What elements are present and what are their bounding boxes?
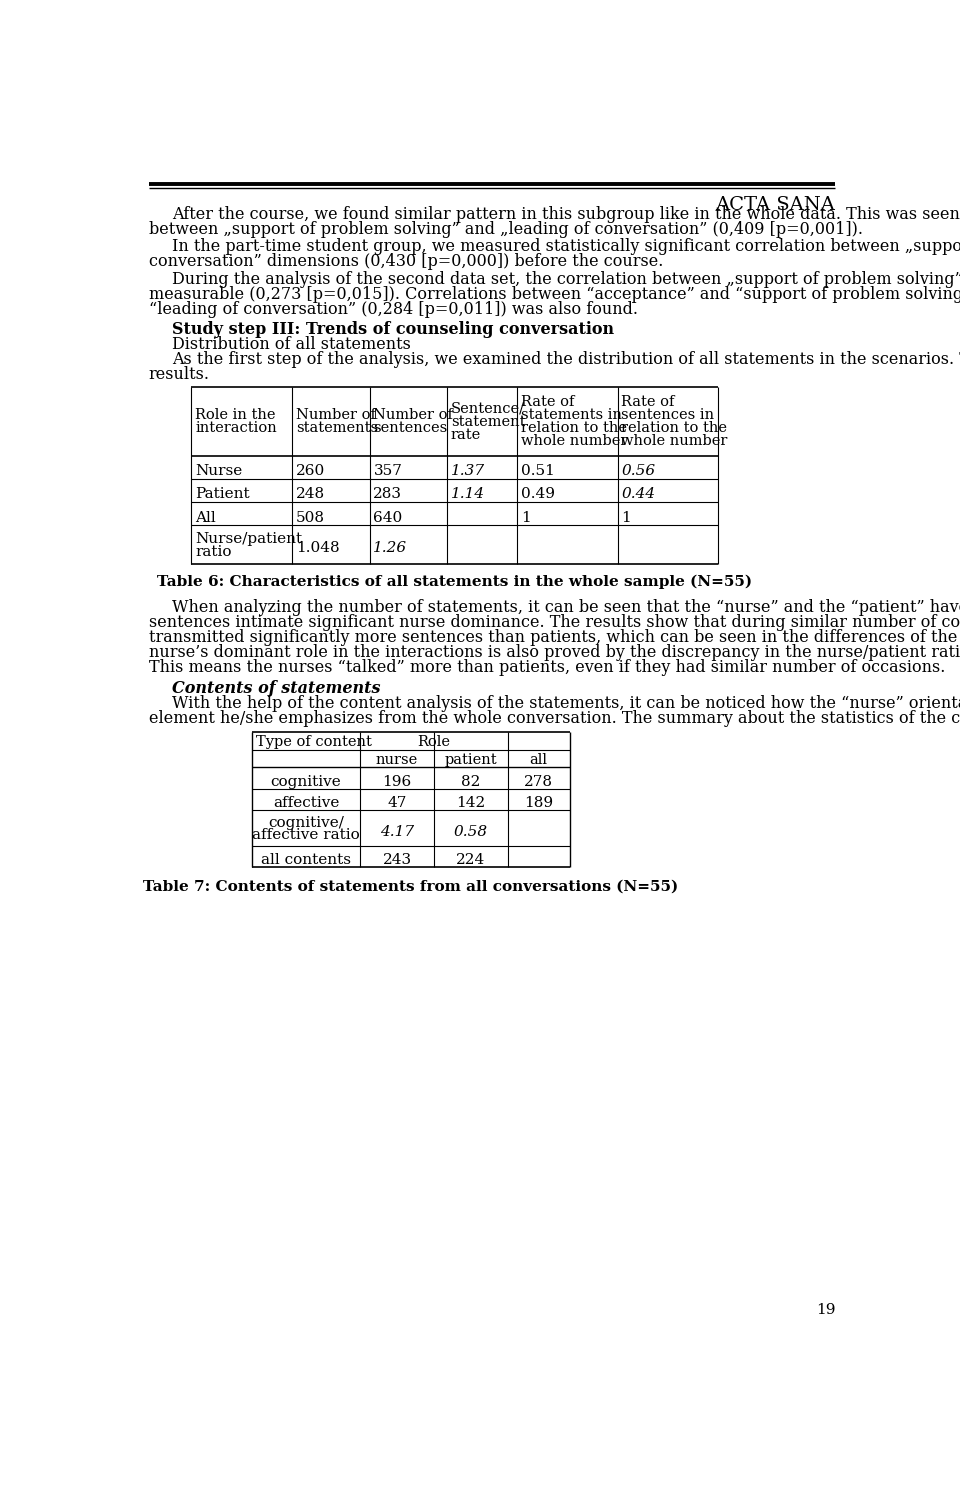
Text: 0.44: 0.44 bbox=[621, 487, 656, 502]
Text: 1.37: 1.37 bbox=[451, 464, 485, 478]
Text: Number of: Number of bbox=[296, 408, 375, 423]
Text: 196: 196 bbox=[382, 775, 412, 788]
Text: affective: affective bbox=[273, 796, 339, 811]
Text: statement: statement bbox=[451, 415, 525, 428]
Text: Role: Role bbox=[418, 735, 450, 748]
Text: cognitive: cognitive bbox=[271, 775, 342, 788]
Text: 1: 1 bbox=[621, 511, 631, 524]
Text: 19: 19 bbox=[816, 1303, 835, 1317]
Text: 283: 283 bbox=[373, 487, 402, 502]
Text: ratio: ratio bbox=[195, 545, 231, 558]
Text: With the help of the content analysis of the statements, it can be noticed how t: With the help of the content analysis of… bbox=[172, 694, 960, 712]
Text: Study step III: Trends of counseling conversation: Study step III: Trends of counseling con… bbox=[172, 321, 614, 339]
Text: 260: 260 bbox=[296, 464, 325, 478]
Text: “leading of conversation” (0,284 [p=0,011]) was also found.: “leading of conversation” (0,284 [p=0,01… bbox=[149, 300, 637, 318]
Text: Type of content: Type of content bbox=[255, 735, 372, 748]
Text: 4.17: 4.17 bbox=[380, 824, 414, 839]
Text: Number of: Number of bbox=[373, 408, 453, 423]
Text: Role in the: Role in the bbox=[195, 408, 276, 423]
Text: ACTA SANA: ACTA SANA bbox=[715, 196, 835, 213]
Text: 189: 189 bbox=[524, 796, 553, 811]
Text: nurse: nurse bbox=[376, 752, 419, 767]
Text: This means the nurses “talked” more than patients, even if they had similar numb: This means the nurses “talked” more than… bbox=[149, 660, 945, 676]
Text: whole number: whole number bbox=[520, 434, 627, 448]
Text: measurable (0,273 [p=0,015]). Correlations between “acceptance” and “support of : measurable (0,273 [p=0,015]). Correlatio… bbox=[149, 285, 960, 303]
Text: After the course, we found similar pattern in this subgroup like in the whole da: After the course, we found similar patte… bbox=[172, 206, 960, 222]
Text: All: All bbox=[195, 511, 216, 524]
Text: 47: 47 bbox=[388, 796, 407, 811]
Text: rate: rate bbox=[451, 428, 481, 442]
Text: all contents: all contents bbox=[261, 853, 351, 867]
Text: 1.14: 1.14 bbox=[451, 487, 485, 502]
Text: Table 7: Contents of statements from all conversations (N=55): Table 7: Contents of statements from all… bbox=[143, 879, 679, 893]
Text: conversation” dimensions (0,430 [p=0,000]) before the course.: conversation” dimensions (0,430 [p=0,000… bbox=[149, 254, 663, 270]
Text: relation to the: relation to the bbox=[520, 421, 627, 436]
Text: 357: 357 bbox=[373, 464, 402, 478]
Text: sentences: sentences bbox=[373, 421, 447, 436]
Text: 508: 508 bbox=[296, 511, 324, 524]
Text: 224: 224 bbox=[456, 853, 486, 867]
Text: cognitive/: cognitive/ bbox=[268, 817, 344, 830]
Text: statements in: statements in bbox=[520, 408, 622, 423]
Text: Sentence/: Sentence/ bbox=[451, 402, 525, 415]
Text: element he/she emphasizes from the whole conversation. The summary about the sta: element he/she emphasizes from the whole… bbox=[149, 709, 960, 727]
Text: Rate of: Rate of bbox=[621, 396, 675, 409]
Text: 640: 640 bbox=[373, 511, 402, 524]
Text: As the first step of the analysis, we examined the distribution of all statement: As the first step of the analysis, we ex… bbox=[172, 351, 960, 369]
Text: During the analysis of the second data set, the correlation between „support of : During the analysis of the second data s… bbox=[172, 270, 960, 288]
Text: transmitted significantly more sentences than patients, which can be seen in the: transmitted significantly more sentences… bbox=[149, 629, 960, 646]
Text: Patient: Patient bbox=[195, 487, 250, 502]
Text: 278: 278 bbox=[524, 775, 553, 788]
Text: results.: results. bbox=[149, 366, 209, 384]
Text: 0.56: 0.56 bbox=[621, 464, 656, 478]
Text: Distribution of all statements: Distribution of all statements bbox=[172, 336, 411, 354]
Text: 0.58: 0.58 bbox=[454, 824, 488, 839]
Text: sentences in: sentences in bbox=[621, 408, 714, 423]
Text: affective ratio: affective ratio bbox=[252, 829, 360, 842]
Text: 1.048: 1.048 bbox=[296, 542, 340, 555]
Text: 82: 82 bbox=[461, 775, 480, 788]
Text: Nurse: Nurse bbox=[195, 464, 243, 478]
Text: whole number: whole number bbox=[621, 434, 728, 448]
Text: 1: 1 bbox=[520, 511, 531, 524]
Text: 1.26: 1.26 bbox=[373, 542, 408, 555]
Text: 0.51: 0.51 bbox=[520, 464, 555, 478]
Text: nurse’s dominant role in the interactions is also proved by the discrepancy in t: nurse’s dominant role in the interaction… bbox=[149, 645, 960, 661]
Text: relation to the: relation to the bbox=[621, 421, 728, 436]
Text: 0.49: 0.49 bbox=[520, 487, 555, 502]
Text: Nurse/patient: Nurse/patient bbox=[195, 532, 302, 546]
Text: Rate of: Rate of bbox=[520, 396, 574, 409]
Text: When analyzing the number of statements, it can be seen that the “nurse” and the: When analyzing the number of statements,… bbox=[172, 599, 960, 617]
Text: 243: 243 bbox=[382, 853, 412, 867]
Text: all: all bbox=[530, 752, 547, 767]
Text: interaction: interaction bbox=[195, 421, 276, 436]
Text: 248: 248 bbox=[296, 487, 325, 502]
Text: In the part-time student group, we measured statistically significant correlatio: In the part-time student group, we measu… bbox=[172, 239, 960, 255]
Text: sentences intimate significant nurse dominance. The results show that during sim: sentences intimate significant nurse dom… bbox=[149, 614, 960, 632]
Text: Contents of statements: Contents of statements bbox=[172, 679, 380, 697]
Text: statements: statements bbox=[296, 421, 378, 436]
Text: patient: patient bbox=[444, 752, 497, 767]
Text: between „support of problem solving” and „leading of conversation” (0,409 [p=0,0: between „support of problem solving” and… bbox=[149, 221, 863, 237]
Text: Table 6: Characteristics of all statements in the whole sample (N=55): Table 6: Characteristics of all statemen… bbox=[157, 575, 753, 588]
Text: 142: 142 bbox=[456, 796, 486, 811]
